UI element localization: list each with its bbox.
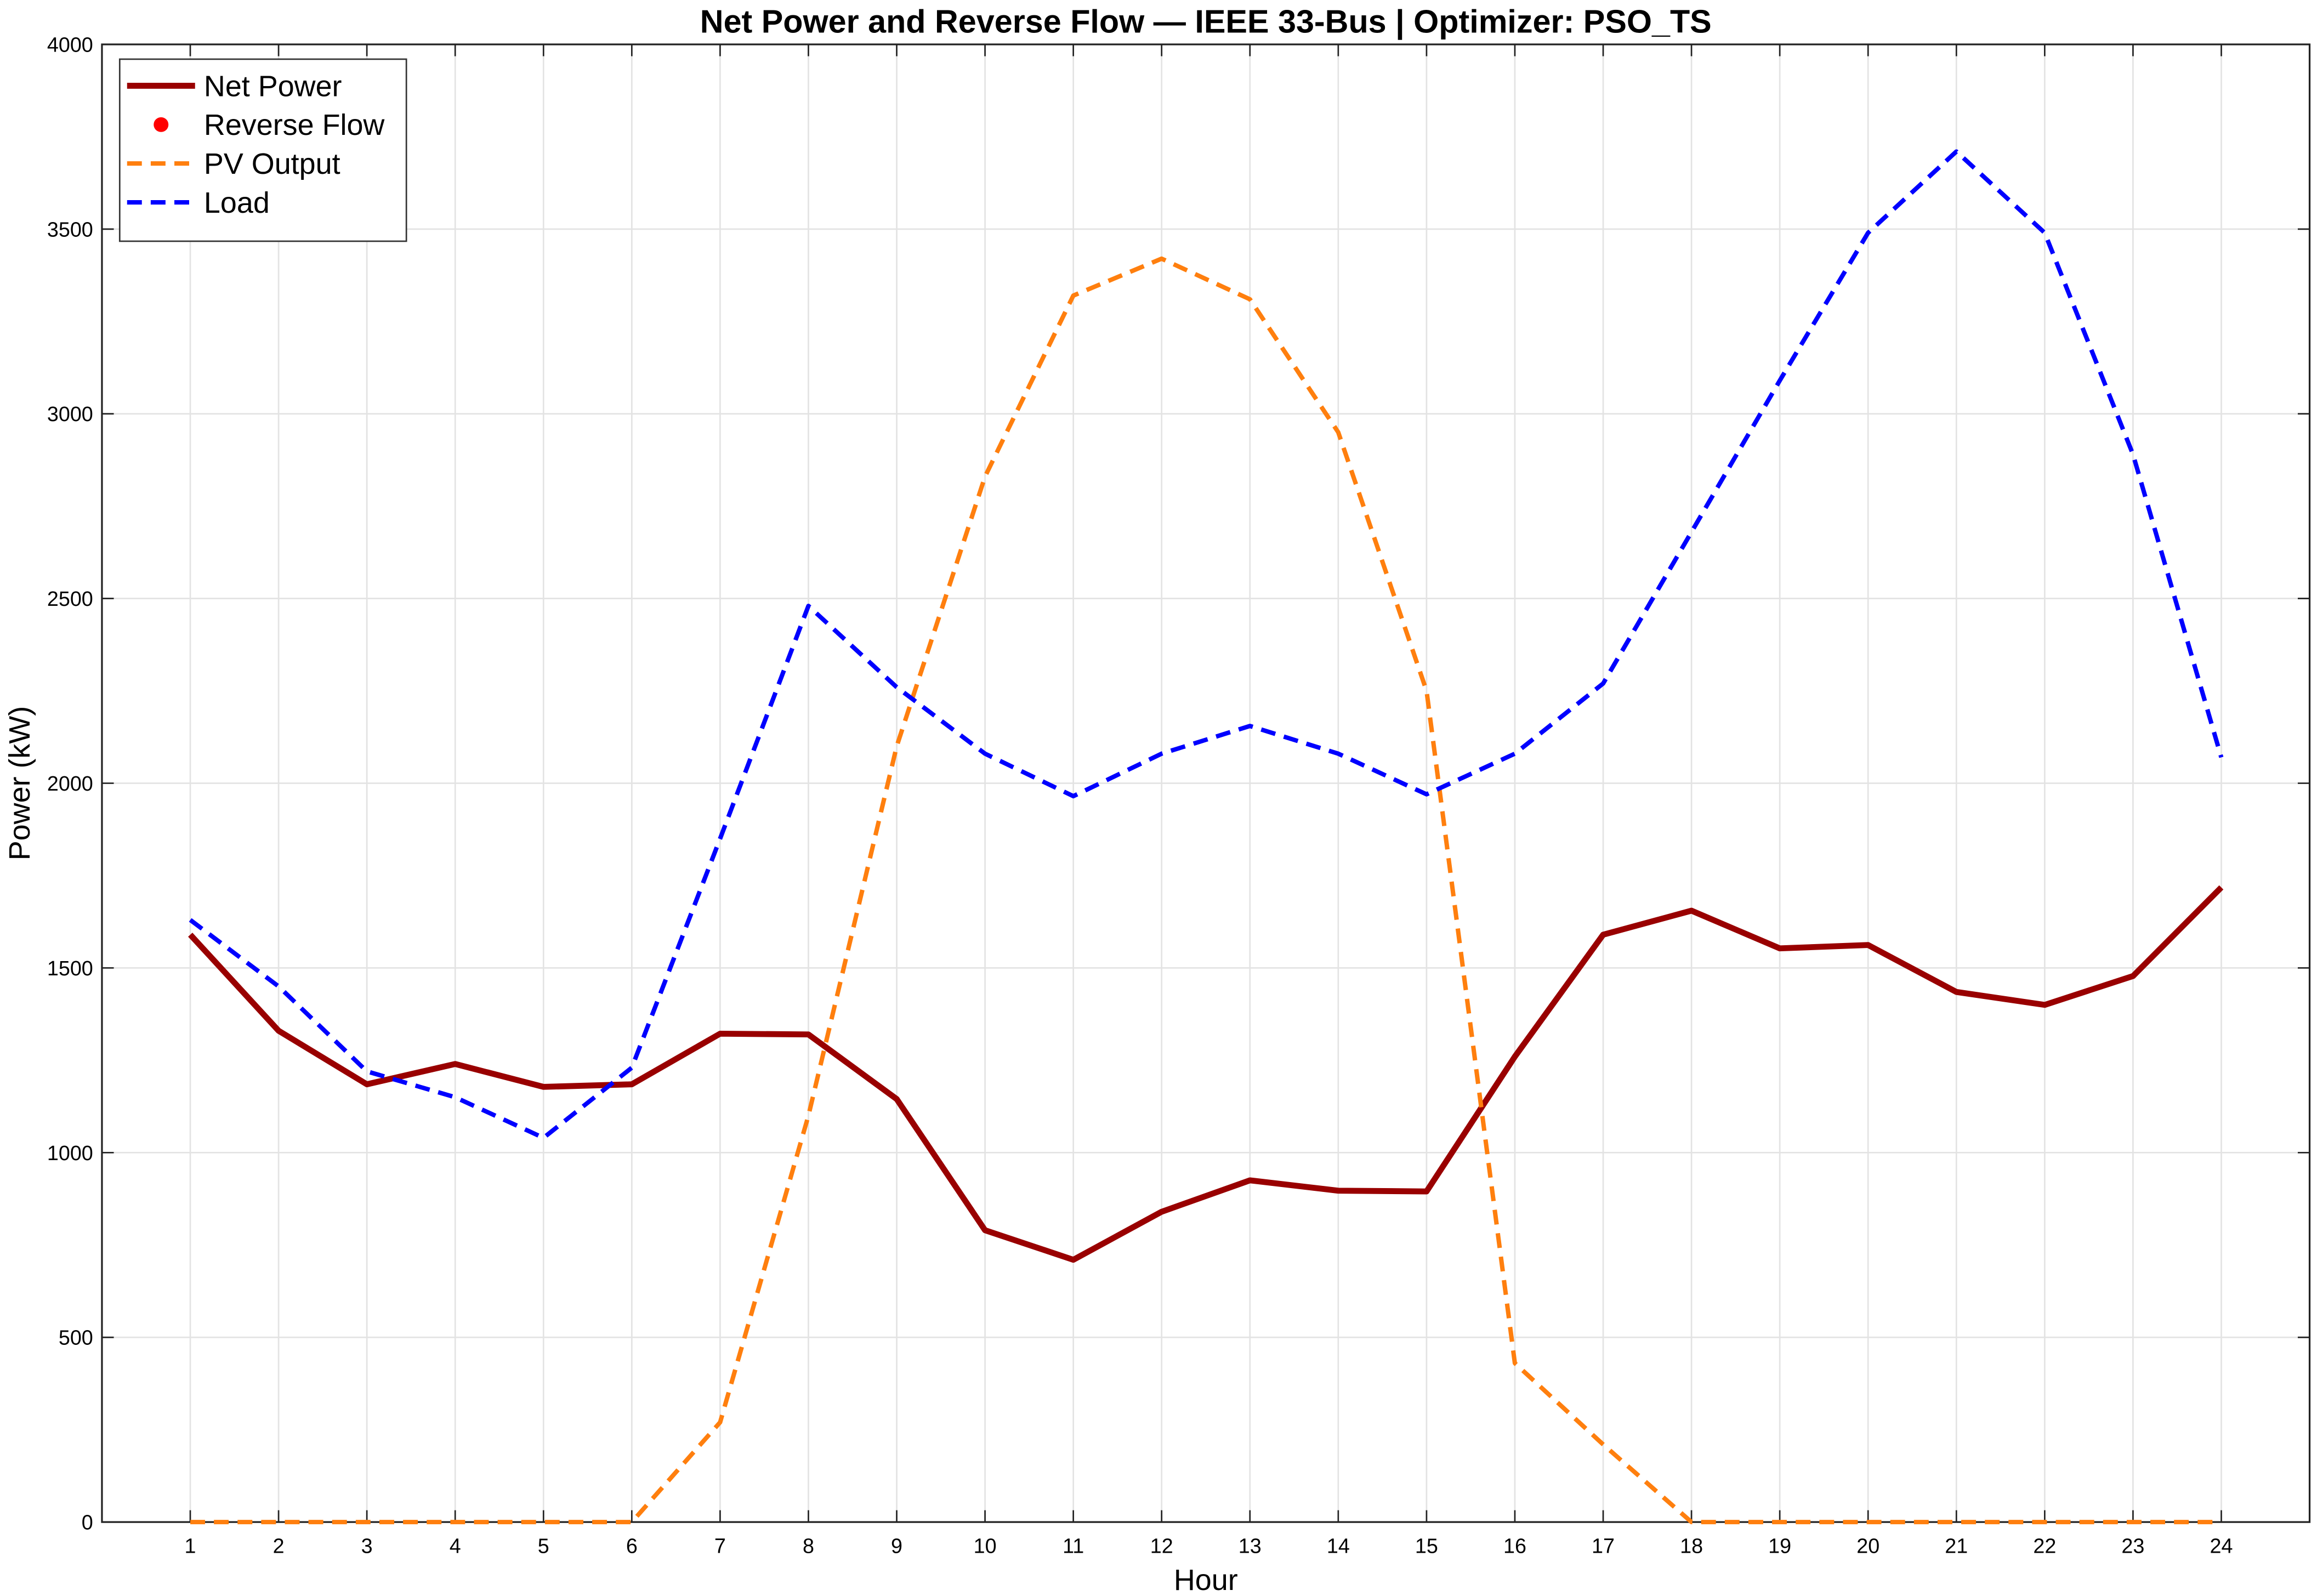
y-tick-label: 1000 (47, 1141, 93, 1165)
x-tick-label: 8 (803, 1535, 814, 1558)
y-tick-label: 2000 (47, 772, 93, 795)
x-tick-label: 4 (450, 1535, 461, 1558)
x-tick-label: 13 (1239, 1535, 1262, 1558)
x-tick-label: 15 (1415, 1535, 1438, 1558)
y-tick-label: 2500 (47, 587, 93, 610)
x-tick-label: 11 (1063, 1535, 1084, 1558)
x-tick-label: 14 (1327, 1535, 1350, 1558)
x-tick-label: 7 (714, 1535, 726, 1558)
x-tick-label: 18 (1680, 1535, 1703, 1558)
y-axis-label: Power (kW) (3, 706, 36, 860)
y-tick-label: 500 (59, 1326, 93, 1349)
series-line (190, 256, 2222, 1525)
legend-box (118, 58, 407, 242)
chart-title: Net Power and Reverse Flow — IEEE 33-Bus… (700, 3, 1712, 40)
x-tick-label: 3 (361, 1535, 373, 1558)
series-line (188, 885, 2224, 1263)
y-tick-label: 4000 (47, 33, 93, 56)
x-tick-label: 2 (273, 1535, 285, 1558)
x-tick-label: 21 (1945, 1535, 1968, 1558)
y-tick-label: 3000 (47, 402, 93, 425)
x-tick-label: 10 (974, 1535, 997, 1558)
x-tick-label: 6 (626, 1535, 638, 1558)
y-tick-label: 0 (82, 1511, 93, 1534)
x-tick-label: 20 (1856, 1535, 1879, 1558)
x-tick-label: 12 (1150, 1535, 1173, 1558)
y-tick-label: 1500 (47, 957, 93, 980)
series-line (189, 149, 2224, 1140)
legend-label: Load (204, 186, 270, 219)
legend-label: Net Power (204, 70, 342, 103)
x-tick-label: 17 (1592, 1535, 1615, 1558)
y-tick-label: 3500 (47, 218, 93, 241)
legend-label: PV Output (204, 147, 340, 180)
plot-frame (101, 43, 2311, 1523)
x-tick-label: 1 (185, 1535, 196, 1558)
x-tick-label: 16 (1503, 1535, 1526, 1558)
x-tick-label: 23 (2121, 1535, 2144, 1558)
legend-label: Reverse Flow (204, 109, 385, 141)
legend-swatch (154, 117, 169, 132)
x-tick-label: 5 (538, 1535, 549, 1558)
x-tick-label: 9 (891, 1535, 902, 1558)
x-axis-label: Hour (1174, 1564, 1238, 1596)
x-tick-label: 24 (2210, 1535, 2233, 1558)
x-tick-label: 19 (1768, 1535, 1791, 1558)
x-tick-label: 22 (2033, 1535, 2056, 1558)
